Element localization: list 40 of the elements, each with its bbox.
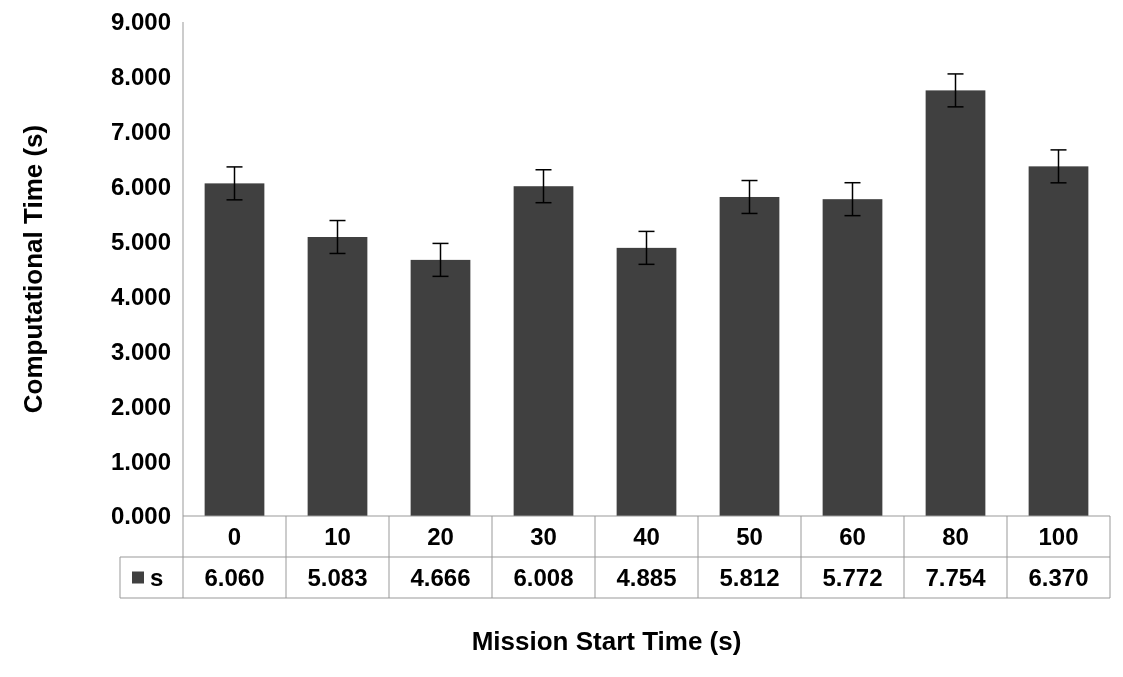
x-tick-label: 30 — [530, 522, 557, 550]
x-tick-label: 10 — [324, 522, 351, 550]
bar — [719, 196, 780, 516]
x-tick-label: 80 — [942, 522, 969, 550]
x-tick-label: 50 — [736, 522, 763, 550]
bar — [1028, 166, 1089, 516]
bar — [822, 199, 883, 516]
data-label: 6.370 — [1028, 563, 1089, 591]
x-tick-label: 40 — [633, 522, 660, 550]
legend-label: s — [150, 563, 164, 591]
y-tick-label: 2.000 — [110, 392, 171, 420]
data-label: 6.008 — [513, 563, 574, 591]
x-tick-label: 20 — [427, 522, 454, 550]
bar — [925, 90, 986, 516]
bar — [410, 259, 471, 516]
data-label: 5.772 — [822, 563, 883, 591]
y-tick-label: 5.000 — [110, 227, 171, 255]
data-label: 4.885 — [616, 563, 677, 591]
data-label: 7.754 — [925, 563, 987, 591]
data-label: 6.060 — [204, 563, 265, 591]
y-tick-label: 7.000 — [110, 118, 171, 146]
data-label: 4.666 — [410, 563, 471, 591]
data-label: 5.812 — [719, 563, 780, 591]
bar — [307, 237, 368, 516]
y-tick-label: 4.000 — [110, 282, 171, 310]
y-tick-label: 3.000 — [110, 337, 171, 365]
y-tick-label: 9.000 — [110, 8, 171, 36]
x-axis-title: Mission Start Time (s) — [471, 626, 742, 656]
bar — [616, 247, 677, 516]
x-tick-label: 100 — [1038, 522, 1079, 550]
y-tick-label: 0.000 — [110, 502, 171, 530]
data-label: 5.083 — [307, 563, 368, 591]
y-tick-label: 6.000 — [110, 173, 171, 201]
bar — [513, 186, 574, 516]
y-tick-label: 8.000 — [110, 63, 171, 91]
x-tick-label: 60 — [839, 522, 866, 550]
y-tick-label: 1.000 — [110, 447, 171, 475]
x-tick-label: 0 — [227, 522, 242, 550]
y-axis-title: Computational Time (s) — [18, 124, 48, 414]
bar — [204, 183, 265, 516]
